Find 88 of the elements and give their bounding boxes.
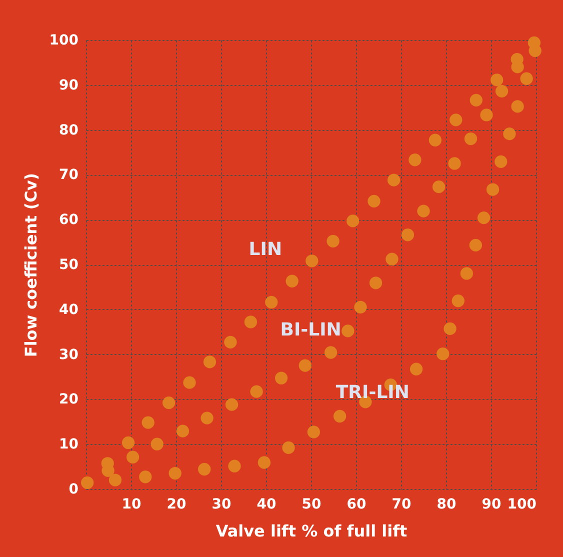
point [503,128,516,140]
point [286,274,298,288]
point [126,450,140,464]
point [298,359,312,372]
point [326,234,340,248]
point [450,114,462,126]
y-tick-label: 30 [59,346,79,363]
y-tick-label: 50 [59,257,79,273]
point [282,441,295,454]
point [203,356,216,368]
point [368,194,380,208]
x-tick-label: 90 [482,496,502,512]
point [139,470,152,484]
point [224,336,237,348]
y-tick-label: 60 [59,212,79,228]
point [274,372,288,384]
point [452,294,464,308]
y-tick-label: 80 [59,122,79,138]
point [200,412,214,424]
point [250,385,263,398]
x-tick-label: 40 [256,496,276,512]
y-tick-label: 10 [59,436,79,453]
point [401,228,414,242]
point [108,474,122,486]
y-tick-label: 0 [68,482,79,498]
x-axis-title: Valve lift % of full lift [216,522,408,540]
point [183,376,196,389]
point [520,72,533,85]
point [162,396,176,410]
series-label: BI-LIN [280,320,342,341]
point [142,416,154,429]
y-tick-label: 40 [59,302,79,318]
point [342,324,354,338]
point [150,438,164,450]
point [228,460,241,472]
point [225,398,238,411]
point [480,108,493,122]
point [346,214,360,228]
y-tick-label: 90 [59,77,79,94]
point [470,94,482,106]
point [168,466,182,480]
x-tick-label: 60 [346,496,366,512]
point [333,410,346,423]
point [511,100,524,113]
point [486,183,500,196]
series-label: TRI-LIN [336,382,410,403]
x-tick-label: 50 [302,496,322,512]
point [369,276,382,290]
x-tick-label: 20 [166,496,186,512]
point [176,424,190,438]
point [306,254,318,268]
point [417,204,430,218]
y-tick-label: 70 [59,167,79,184]
y-tick-label: 20 [59,392,79,408]
x-tick-label: 100 [507,496,537,512]
point [198,462,211,476]
point [244,316,258,328]
point [81,476,94,490]
point [265,296,278,309]
point [432,180,446,194]
point [528,44,542,58]
point [354,300,367,314]
x-tick-label: 70 [392,496,412,512]
y-tick-label: 100 [49,32,79,48]
point [386,252,398,266]
point [490,74,504,86]
point [448,157,461,170]
point [324,346,338,359]
y-axis-title: Flow coefficient (Cv) [21,172,40,358]
point [410,362,423,376]
series-label: LIN [248,239,282,260]
x-tick-label: 10 [122,496,142,512]
point [444,322,456,336]
point [428,134,442,146]
point [494,155,508,168]
point [495,84,508,98]
point [460,267,474,280]
point [464,132,478,146]
point [258,456,271,469]
point [436,348,450,360]
point [469,238,482,252]
point [408,154,422,166]
point [307,426,320,438]
point [122,436,135,450]
point [387,174,400,186]
x-tick-label: 30 [212,496,232,512]
x-tick-label: 80 [436,496,456,512]
point [477,211,490,224]
